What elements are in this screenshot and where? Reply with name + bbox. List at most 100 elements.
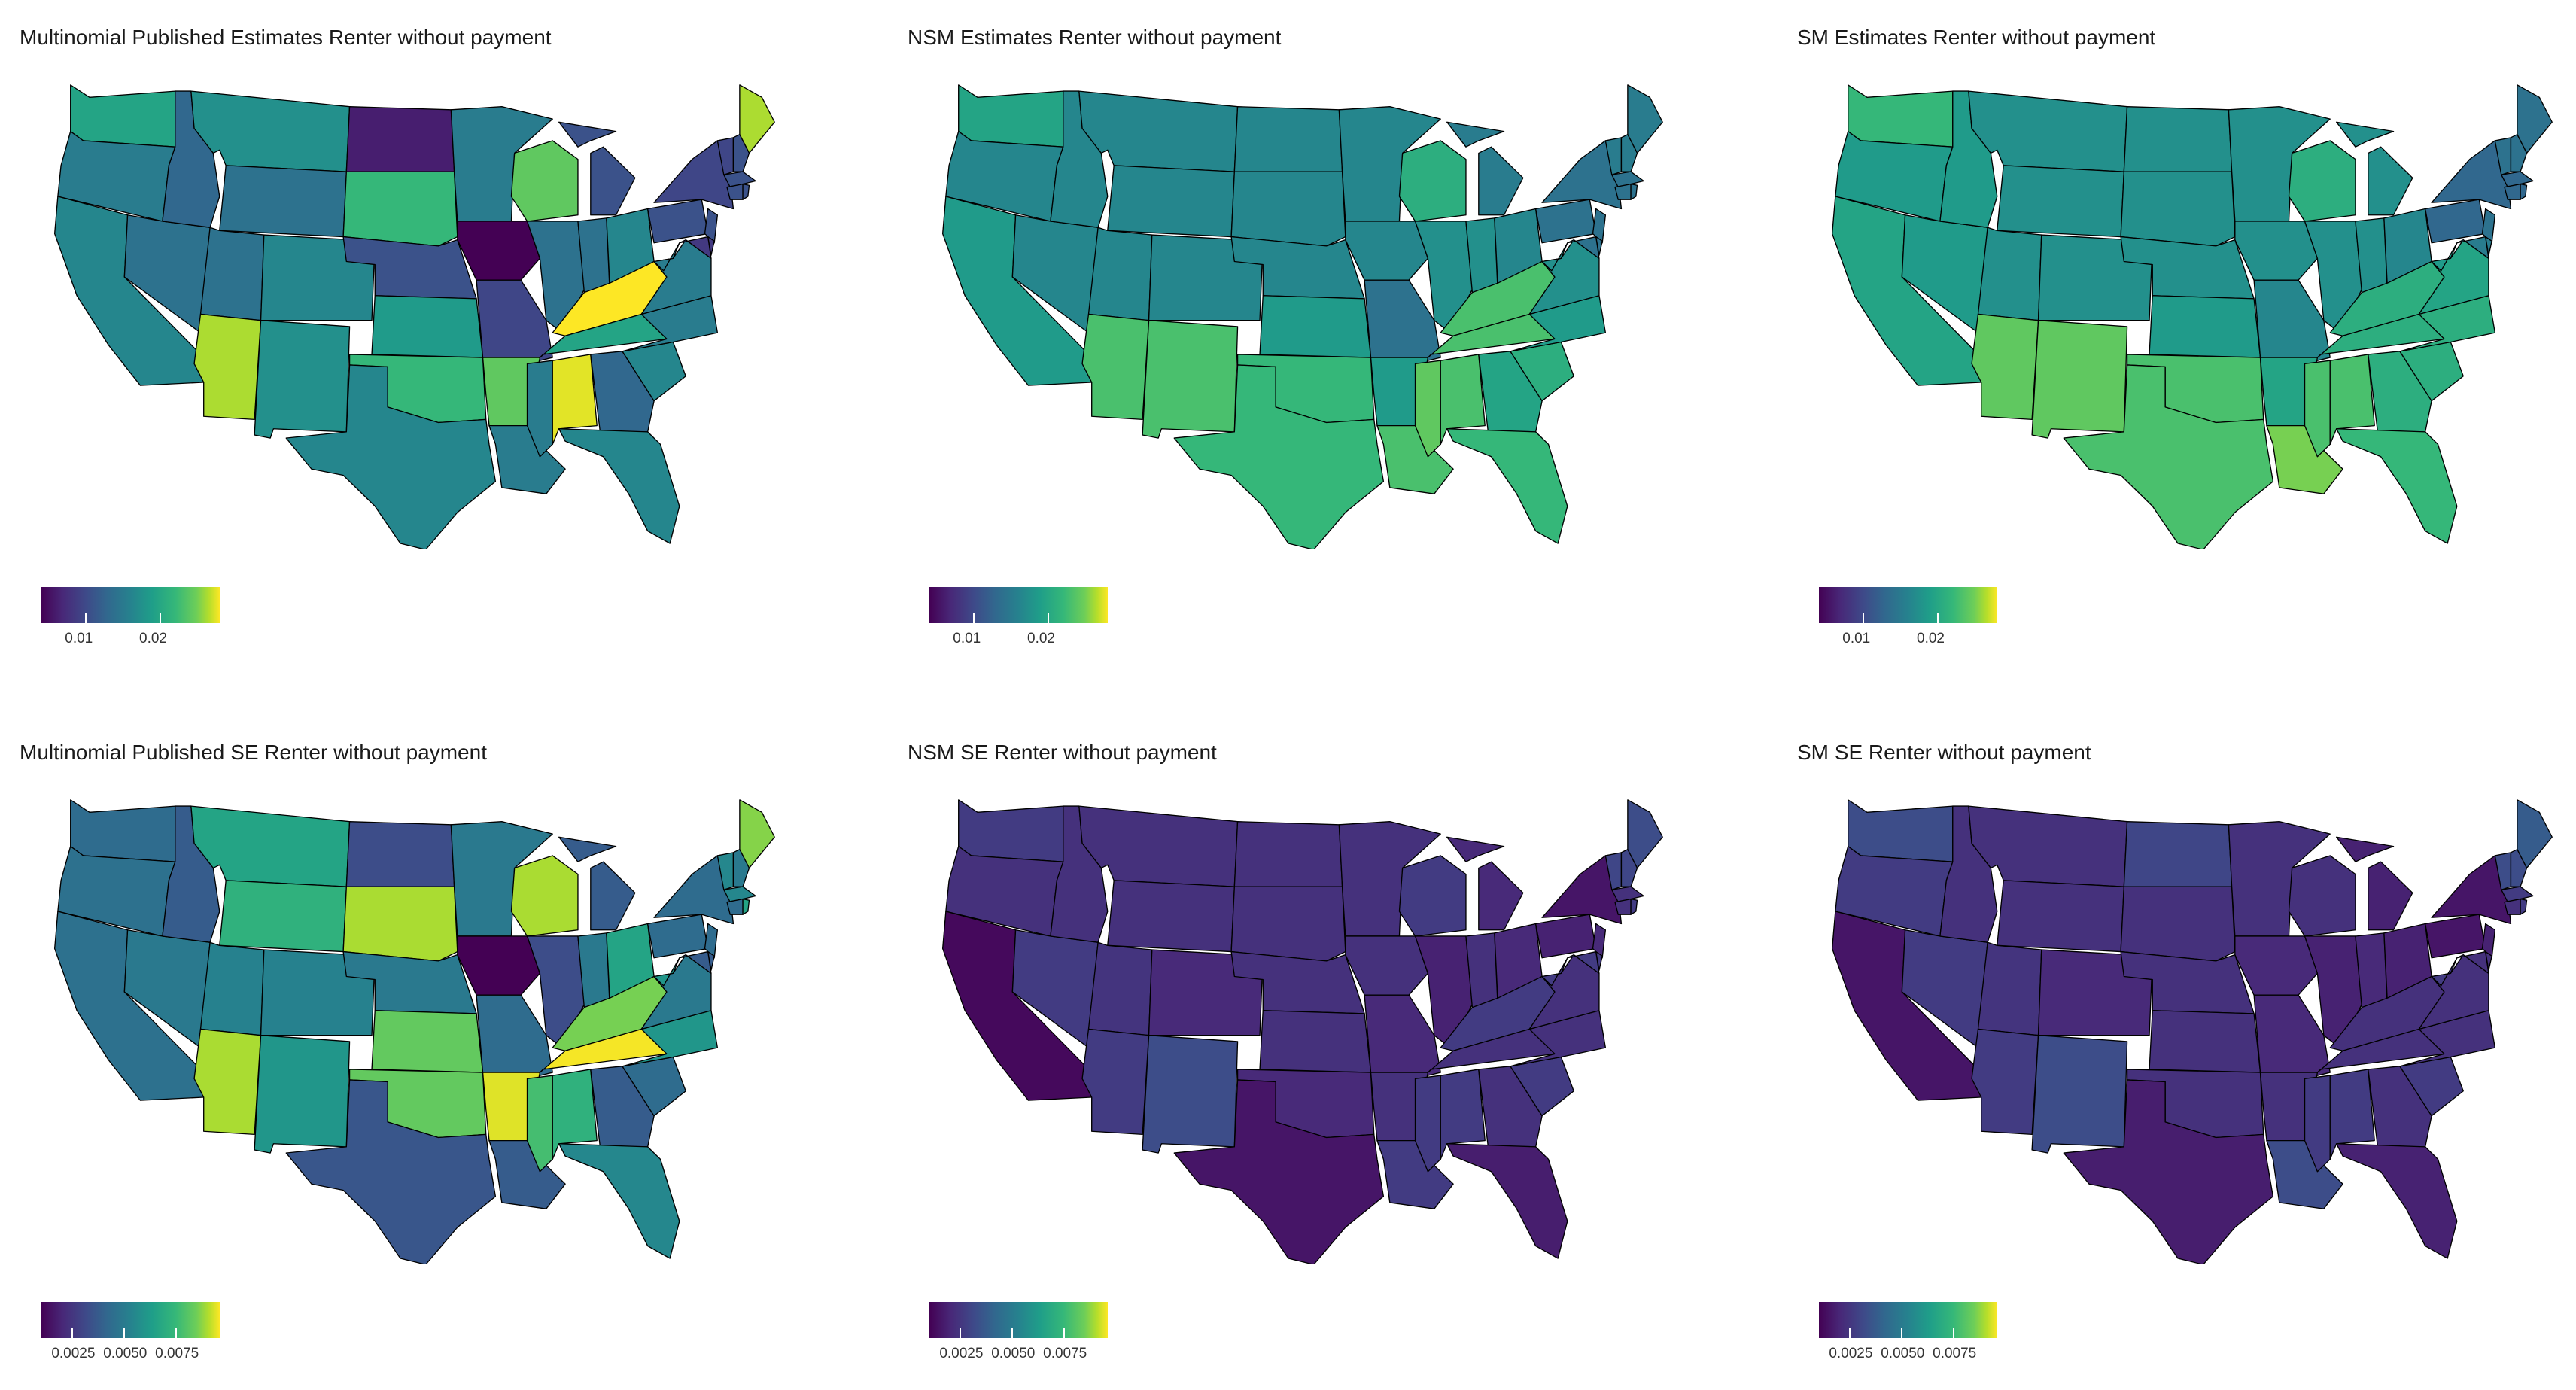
state-nh — [1620, 849, 1638, 887]
legend-tick — [1063, 1328, 1066, 1338]
state-mi — [558, 836, 636, 931]
state-ma — [1611, 171, 1644, 188]
state-wa — [1848, 84, 1954, 148]
state-ut — [1087, 941, 1153, 1036]
legend-tick-label: 0.02 — [1917, 631, 1945, 646]
state-mi — [2335, 121, 2413, 216]
state-ri — [2520, 183, 2528, 200]
state-wa — [1848, 799, 1954, 862]
legend-tick — [1953, 1328, 1955, 1338]
color-legend: 0.0025 0.0050 0.0075 — [41, 1302, 222, 1362]
state-sd — [2120, 171, 2236, 247]
state-md — [2456, 236, 2489, 260]
legend-colorbar — [41, 1302, 220, 1338]
state-mt — [1078, 90, 1239, 172]
state-ks — [1259, 295, 1372, 358]
state-az — [1971, 313, 2039, 421]
legend-tick-label: 0.02 — [139, 631, 167, 646]
state-ct — [2504, 898, 2521, 915]
state-ia — [1345, 221, 1429, 281]
panel-title: SM SE Renter without payment — [1797, 741, 2091, 764]
state-ut — [199, 227, 265, 321]
state-ga — [590, 351, 655, 433]
state-wy — [1107, 165, 1236, 238]
panel-se-nsm: NSM SE Renter without payment 0.0025 0.00… — [888, 715, 1731, 1377]
state-mt — [190, 90, 351, 172]
state-mo — [1364, 994, 1441, 1079]
legend-tick-label: 0.0025 — [51, 1346, 96, 1361]
state-sd — [342, 886, 458, 962]
legend-tick — [160, 613, 161, 623]
state-fl — [2335, 1143, 2458, 1259]
state-nd — [1233, 106, 1343, 172]
state-wy — [1997, 165, 2125, 238]
state-nh — [732, 134, 750, 172]
state-sd — [2120, 886, 2236, 962]
state-pa — [1534, 199, 1597, 244]
state-me — [739, 799, 775, 869]
state-wy — [219, 880, 348, 953]
state-ct — [1614, 898, 1632, 915]
state-ma — [1611, 886, 1644, 903]
legend-tick — [175, 1328, 178, 1338]
state-ia — [457, 935, 541, 996]
state-va — [1528, 239, 1600, 315]
state-fl — [1446, 428, 1568, 544]
state-tx — [1173, 1079, 1385, 1264]
state-ct — [1614, 183, 1632, 200]
legend-tick — [1048, 613, 1049, 623]
state-ks — [371, 295, 484, 358]
state-wa — [958, 84, 1064, 148]
legend-colorbar — [1819, 1302, 1997, 1338]
legend-tick — [960, 1328, 962, 1338]
legend-tick — [1937, 613, 1939, 623]
legend-tick-label: 0.0050 — [1881, 1346, 1925, 1361]
state-nm — [1142, 1035, 1239, 1154]
legend-tick — [1011, 1328, 1014, 1338]
state-de — [707, 950, 715, 971]
state-ri — [2520, 898, 2528, 915]
state-pa — [646, 914, 709, 959]
panel-title: Multinomial Published Estimates Renter w… — [20, 26, 552, 49]
state-me — [2517, 799, 2553, 869]
state-fl — [2335, 428, 2458, 544]
state-me — [2517, 84, 2553, 154]
state-de — [1595, 950, 1603, 971]
legend-tick — [1863, 613, 1865, 623]
state-nh — [2510, 134, 2528, 172]
state-tx — [1173, 364, 1385, 549]
state-me — [1627, 799, 1663, 869]
state-ms — [526, 360, 553, 458]
state-de — [2485, 236, 2492, 256]
state-sd — [342, 171, 458, 247]
state-de — [2485, 950, 2492, 971]
state-ri — [742, 898, 750, 915]
state-va — [2418, 239, 2489, 315]
state-nm — [1142, 320, 1239, 439]
color-legend: 0.01 0.02 — [929, 587, 1110, 647]
state-ms — [2304, 1075, 2331, 1173]
state-al — [1440, 354, 1486, 445]
legend-colorbar — [929, 587, 1108, 623]
state-wi — [2288, 140, 2356, 222]
state-va — [640, 954, 712, 1030]
state-me — [739, 84, 775, 154]
legend-tick-label: 0.0075 — [155, 1346, 199, 1361]
state-wy — [219, 165, 348, 238]
state-ks — [371, 1010, 484, 1073]
panel-title: Multinomial Published SE Renter without … — [20, 741, 487, 764]
state-wi — [510, 855, 579, 937]
us-choropleth-map — [1831, 799, 2553, 1264]
color-legend: 0.01 0.02 — [1819, 587, 2000, 647]
state-ia — [1345, 935, 1429, 996]
state-nm — [254, 1035, 351, 1154]
legend-tick-label: 0.0075 — [1933, 1346, 1977, 1361]
state-mi — [1446, 836, 1524, 931]
state-fl — [558, 428, 680, 544]
state-al — [2329, 1069, 2375, 1160]
state-mo — [476, 279, 553, 364]
legend-tick — [973, 613, 975, 623]
state-tx — [285, 1079, 497, 1264]
state-wy — [1997, 880, 2125, 953]
panel-title: SM Estimates Renter without payment — [1797, 26, 2156, 49]
